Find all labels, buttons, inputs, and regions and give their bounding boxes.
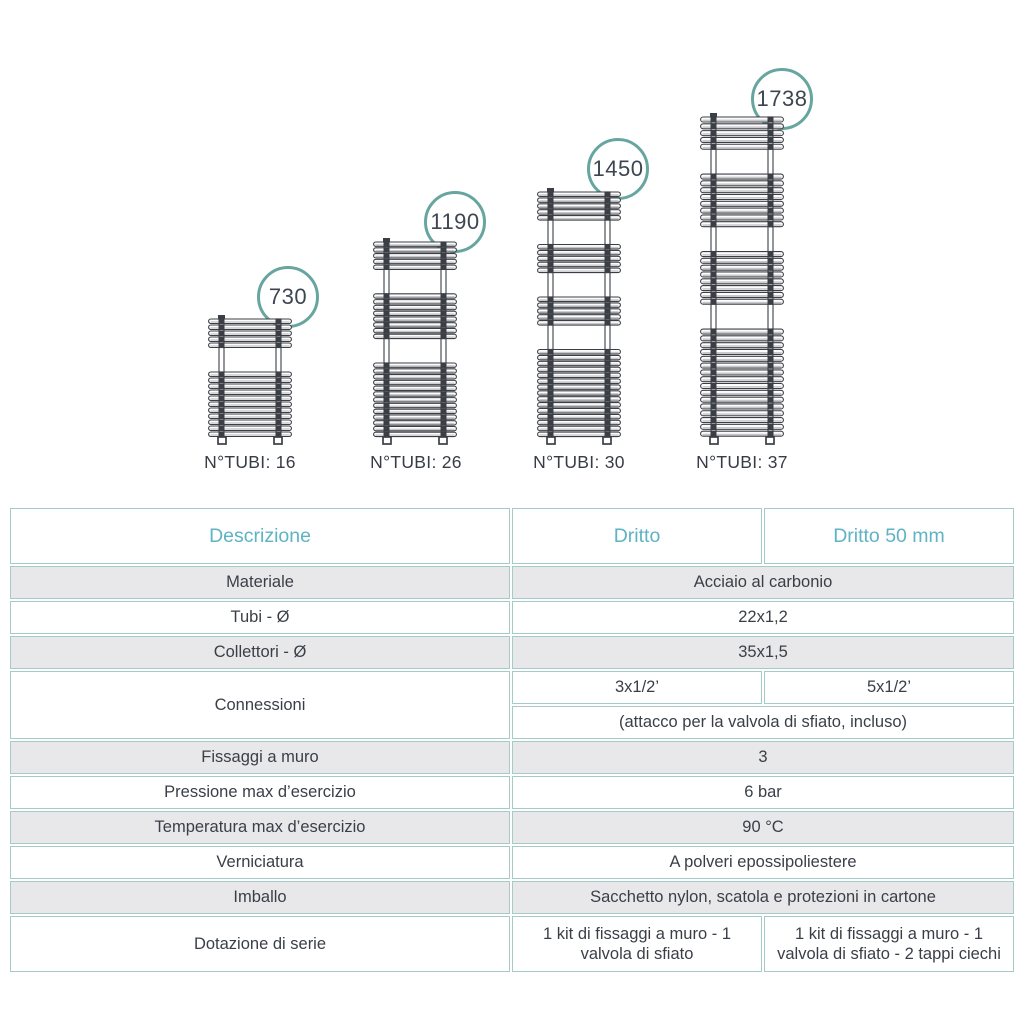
spec-label-cell: Fissaggi a muro	[10, 741, 510, 774]
spec-table-header-row: Descrizione Dritto Dritto 50 mm	[10, 508, 1014, 564]
spec-value-cell: Sacchetto nylon, scatola e protezioni in…	[512, 881, 1014, 914]
radiator-figure	[208, 315, 292, 450]
radiator-drawing-icon	[537, 188, 621, 445]
spec-subrow: (attacco per la valvola di sfiato, inclu…	[10, 706, 1014, 739]
height-value: 1190	[430, 209, 480, 234]
spec-value-cell: 3	[512, 741, 1014, 774]
spec-table: Descrizione Dritto Dritto 50 mm Material…	[8, 506, 1016, 974]
spec-label-cell: Collettori - Ø	[10, 636, 510, 669]
radiator-figure	[700, 113, 784, 450]
spec-value-cell: Acciaio al carbonio	[512, 566, 1014, 599]
spec-row: Fissaggi a muro 3	[10, 741, 1014, 774]
spec-row: Imballo Sacchetto nylon, scatola e protez…	[10, 881, 1014, 914]
spec-label-cell: Imballo	[10, 881, 510, 914]
radiator-drawing-icon	[373, 238, 457, 445]
spec-row: Temperatura max d’esercizio 90 °C	[10, 811, 1014, 844]
spec-row: Verniciatura A polveri epossipoliestere	[10, 846, 1014, 879]
radiator-drawing-icon	[700, 113, 784, 445]
height-badge: 1450	[587, 138, 649, 200]
spec-row: Connessioni 3x1/2’ 5x1/2’	[10, 671, 1014, 739]
radiator-size-diagram: 730 N°TUBI: 16 1190 N°TUBI: 26 1450 N°TUBI: 3…	[0, 0, 1024, 506]
spec-label-cell: Connessioni	[10, 671, 510, 739]
spec-row: Tubi - Ø 22x1,2	[10, 601, 1014, 634]
spec-label-cell: Verniciatura	[10, 846, 510, 879]
spec-value-cell: 90 °C	[512, 811, 1014, 844]
spec-subvalue-cell: (attacco per la valvola di sfiato, inclu…	[512, 706, 1014, 739]
spec-value-cell: 6 bar	[512, 776, 1014, 809]
spec-value-cell: 35x1,5	[512, 636, 1014, 669]
spec-label-cell: Pressione max d’esercizio	[10, 776, 510, 809]
spec-value-cell: 22x1,2	[512, 601, 1014, 634]
radiator-drawing-icon	[208, 315, 292, 445]
height-value: 730	[268, 284, 308, 309]
spec-value-cell-dritto50: 1 kit di fissaggi a muro - 1 valvola di …	[764, 916, 1014, 972]
radiator-figure	[537, 188, 621, 450]
spec-value-cell-dritto50: 5x1/2’	[764, 671, 1014, 704]
height-badge: 730	[257, 266, 319, 328]
spec-label-cell: Dotazione di serie	[10, 916, 510, 972]
radiator-figure	[373, 238, 457, 450]
tube-count-label: N°TUBI: 37	[696, 452, 788, 472]
height-value: 1450	[592, 156, 644, 181]
column-header-descrizione: Descrizione	[10, 508, 510, 564]
spec-label-cell: Temperatura max d’esercizio	[10, 811, 510, 844]
spec-row: Collettori - Ø 35x1,5	[10, 636, 1014, 669]
spec-row: Materiale Acciaio al carbonio	[10, 566, 1014, 599]
spec-row: Dotazione di serie 1 kit di fissaggi a mu…	[10, 916, 1014, 972]
column-header-dritto: Dritto	[512, 508, 762, 564]
column-header-dritto-50mm: Dritto 50 mm	[764, 508, 1014, 564]
tube-count-label: N°TUBI: 26	[370, 452, 462, 472]
spec-row: Pressione max d’esercizio 6 bar	[10, 776, 1014, 809]
spec-label-cell: Materiale	[10, 566, 510, 599]
spec-label-cell: Tubi - Ø	[10, 601, 510, 634]
spec-value-cell: A polveri epossipoliestere	[512, 846, 1014, 879]
tube-count-label: N°TUBI: 30	[533, 452, 625, 472]
height-value: 1738	[756, 86, 808, 111]
spec-value-cell-dritto: 3x1/2’	[512, 671, 762, 704]
tube-count-label: N°TUBI: 16	[204, 452, 296, 472]
spec-value-cell-dritto: 1 kit di fissaggi a muro - 1 valvola di …	[512, 916, 762, 972]
